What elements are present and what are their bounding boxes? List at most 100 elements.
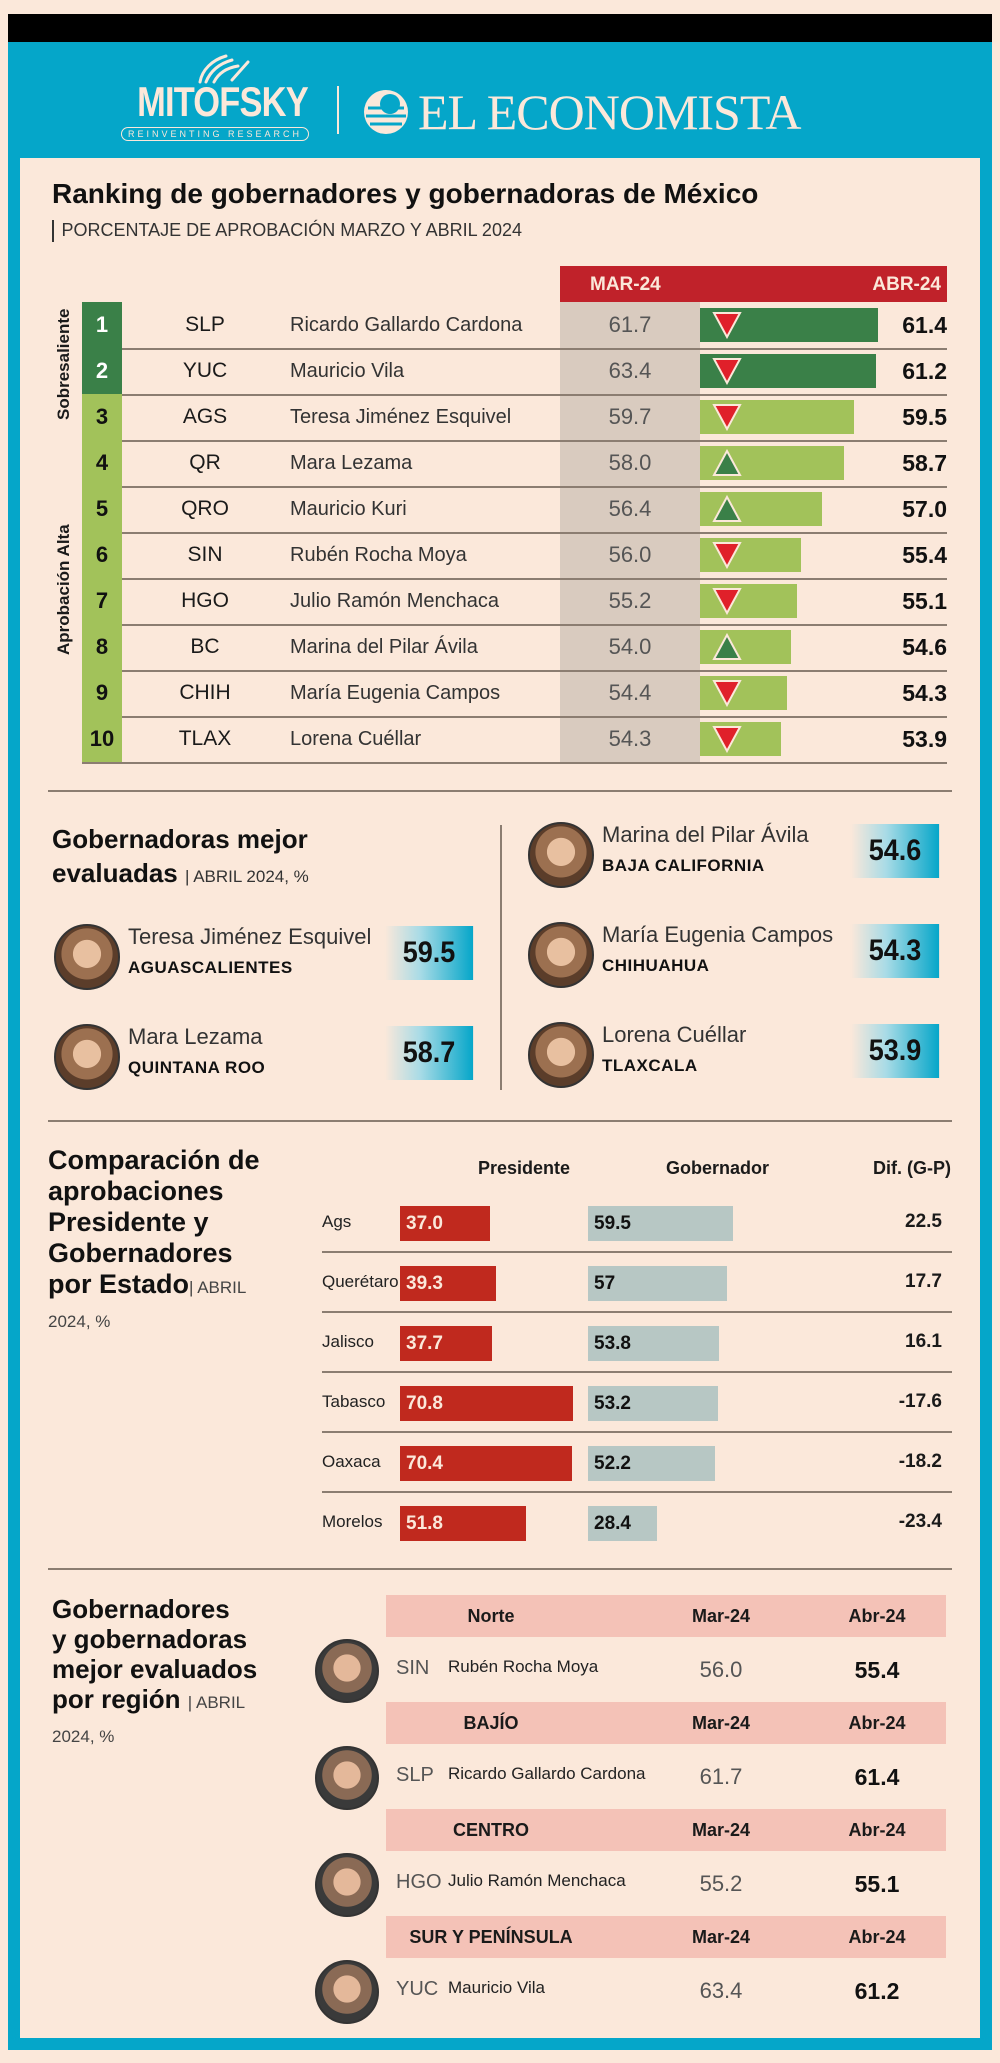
avatar	[315, 1746, 379, 1810]
trend-down-icon	[712, 312, 742, 339]
state-code: HGO	[396, 1871, 442, 1893]
mar-value: 56.4	[608, 496, 652, 521]
ranking-subtitle: PORCENTAJE DE APROBACIÓN MARZO Y ABRIL 2…	[52, 220, 522, 243]
rank-number: 5	[82, 486, 122, 532]
comparacion-title: Comparación de aprobaciones Presidente y…	[48, 1145, 260, 1337]
state-code: HGO	[181, 589, 229, 612]
comparacion-title-line: aprobaciones	[48, 1176, 224, 1206]
rank-number: 6	[82, 532, 122, 578]
gobernadora-score: 58.7	[384, 1026, 474, 1080]
wing-icon	[198, 54, 250, 84]
regiones-title-line: por región	[52, 1684, 181, 1714]
gobernadora-score: 54.6	[850, 824, 940, 878]
globe-icon	[364, 90, 408, 134]
abr-value: 61.4	[902, 312, 947, 338]
col-mar-header: MAR-24	[590, 274, 661, 295]
governor-name: Ricardo Gallardo Cardona	[290, 314, 523, 336]
region-name: Norte	[467, 1606, 515, 1626]
mar-value: 59.7	[608, 404, 652, 429]
region-name: SUR Y PENÍNSULA	[409, 1927, 573, 1947]
rank-number: 9	[82, 670, 122, 716]
rank-number: 7	[82, 578, 122, 624]
gobernador-bar	[588, 1266, 728, 1301]
section-divider	[48, 790, 952, 792]
mar-value: 61.7	[608, 312, 652, 337]
rank-number: 4	[82, 440, 122, 486]
presidente-value: 39.3	[406, 1273, 443, 1294]
state-code: SLP	[396, 1764, 434, 1786]
presidente-bar	[400, 1446, 572, 1481]
trend-down-icon	[712, 680, 742, 707]
governor-name: Julio Ramón Menchaca	[290, 590, 499, 612]
gobernadora-state: AGUASCALIENTES	[128, 958, 293, 977]
gobernador-value: 53.2	[594, 1393, 631, 1414]
rank-number: 1	[82, 302, 122, 348]
gobernadora-card: Marina del Pilar Ávila BAJA CALIFORNIA 54.…	[528, 820, 948, 890]
state-code: YUC	[396, 1978, 439, 2000]
col-dif-header: Dif. (G-P)	[873, 1158, 951, 1178]
state-code: SIN	[396, 1657, 430, 1679]
state-label: Oaxaca	[322, 1452, 381, 1471]
governor-name: Mauricio Vila	[448, 1978, 546, 1997]
rank-number: 10	[82, 716, 122, 762]
presidente-value: 70.4	[406, 1453, 443, 1474]
section-divider	[48, 1120, 952, 1122]
presidente-value: 37.0	[406, 1213, 443, 1234]
comparacion-row: Tabasco 70.8 53.2 -17.6	[322, 1373, 952, 1433]
col-mar-header: Mar-24	[691, 1606, 751, 1626]
gobernadoras-title: Gobernadoras mejor evaluadas | ABRIL 202…	[52, 822, 309, 894]
mar-value: 56.0	[608, 542, 652, 567]
comparacion-title-line: Comparación de	[48, 1145, 260, 1175]
comparacion-title-line: por Estado	[48, 1269, 190, 1299]
abr-value: 58.7	[902, 450, 947, 476]
col-mar-header: Mar-24	[691, 1713, 751, 1733]
governor-name: María Eugenia Campos	[290, 682, 501, 704]
comparacion-row: Ags 37.0 59.5 22.5	[322, 1193, 952, 1253]
abr-value: 61.2	[902, 358, 947, 384]
governor-name: Mauricio Kuri	[290, 498, 407, 520]
col-presidente-header: Presidente	[478, 1158, 571, 1178]
avatar	[528, 822, 594, 888]
state-code: SLP	[185, 313, 225, 336]
region-row: YUC Mauricio Vila 63.4 61.2	[386, 1958, 946, 2020]
regiones-subtitle: | ABRIL 2024, %	[52, 1693, 246, 1746]
abr-value: 61.4	[854, 1764, 900, 1790]
gobernadora-card: Teresa Jiménez Esquivel AGUASCALIENTES 59.…	[54, 922, 474, 992]
ranking-row: 6 SIN Rubén Rocha Moya 56.0 55.4	[82, 532, 947, 580]
region-row: HGO Julio Ramón Menchaca 55.2 55.1	[386, 1851, 946, 1913]
top-bar	[8, 14, 992, 42]
mitofsky-tagline: REINVENTING RESEARCH	[120, 127, 310, 141]
col-mar-header: Mar-24	[691, 1820, 751, 1840]
rank-number: 2	[82, 348, 122, 394]
ranking-row: 7 HGO Julio Ramón Menchaca 55.2 55.1	[82, 578, 947, 626]
section-divider	[48, 1568, 952, 1570]
col-abr-header: Abr-24	[848, 1820, 906, 1840]
state-code: QRO	[181, 497, 229, 520]
col-abr-header: Abr-24	[848, 1927, 906, 1947]
dif-value: -18.2	[898, 1451, 942, 1472]
gobernador-bar	[588, 1386, 718, 1421]
comparacion-subtitle-b: 2024, %	[48, 1312, 111, 1331]
presidente-bar	[400, 1266, 496, 1301]
presidente-bar	[400, 1506, 527, 1541]
gobernadora-name: Mara Lezama	[128, 1024, 263, 1049]
gobernador-value: 52.2	[594, 1453, 631, 1474]
state-label: Tabasco	[322, 1392, 386, 1411]
comparacion-row: Morelos 51.8 28.4 -23.4	[322, 1493, 952, 1551]
abr-value: 53.9	[902, 726, 947, 752]
governor-name: Mauricio Vila	[290, 360, 405, 382]
ranking-row: 2 YUC Mauricio Vila 63.4 61.2	[82, 348, 947, 396]
mar-value: 63.4	[608, 358, 652, 383]
presidente-value: 70.8	[406, 1393, 443, 1414]
avatar	[528, 1022, 594, 1088]
gobernadora-state: TLAXCALA	[602, 1056, 698, 1075]
dif-value: 17.7	[905, 1271, 942, 1292]
state-label: Jalisco	[322, 1332, 374, 1351]
region-header: BAJÍO Mar-24 Abr-24	[386, 1702, 946, 1744]
gobernador-bar	[588, 1206, 734, 1241]
gobernadora-name: Lorena Cuéllar	[602, 1022, 747, 1047]
regiones-title-line: y gobernadoras	[52, 1624, 248, 1654]
governor-name: Rubén Rocha Moya	[290, 544, 467, 566]
ranking-subtitle-text: PORCENTAJE DE APROBACIÓN MARZO Y ABRIL 2…	[61, 220, 522, 240]
state-code: CHIH	[179, 681, 231, 704]
